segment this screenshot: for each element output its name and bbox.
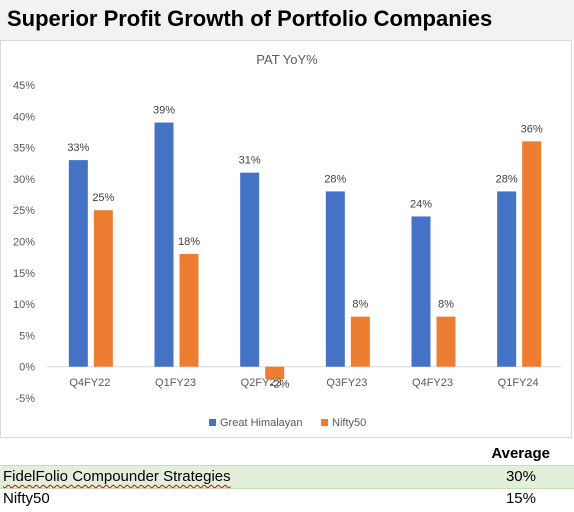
x-category-label: Q4FY22 bbox=[69, 377, 110, 389]
data-label: 18% bbox=[178, 236, 200, 248]
chart-frame: PAT YoY% 45% 40% 35% 30% 25% 20% 15% 10% 5% 0% -5%… bbox=[0, 40, 572, 438]
legend-label: Great Himalayan bbox=[220, 417, 303, 429]
data-label: 8% bbox=[438, 299, 454, 311]
great-himalayan-bar bbox=[497, 191, 517, 367]
summary-row-name: Nifty50 bbox=[3, 490, 50, 507]
summary-table: Average FidelFolio Compounder Strategies… bbox=[0, 443, 574, 512]
great-himalayan-bar bbox=[68, 160, 88, 367]
nifty50-bar bbox=[350, 316, 370, 367]
nifty50-bar bbox=[522, 141, 542, 367]
data-label: 28% bbox=[324, 173, 346, 185]
great-himalayan-bar bbox=[240, 172, 260, 367]
summary-row-name: FidelFolio Compounder Strategies bbox=[3, 468, 231, 485]
x-category-label: Q1FY24 bbox=[498, 377, 539, 389]
summary-row-name-text: FidelFolio Compounder Strategies bbox=[3, 468, 231, 485]
bars: 33% 25% 39% 18% 31% -2% 28% 8% 24% 8% 28% 36% bbox=[67, 105, 543, 391]
great-himalayan-bar bbox=[325, 191, 345, 367]
great-himalayan-bar bbox=[154, 122, 174, 367]
data-label: 25% bbox=[92, 192, 114, 204]
y-tick-label: 10% bbox=[13, 299, 35, 311]
data-label: 31% bbox=[239, 155, 261, 167]
y-tick-label: 45% bbox=[13, 80, 35, 92]
y-axis: 45% 40% 35% 30% 25% 20% 15% 10% 5% 0% -5% bbox=[13, 80, 35, 405]
data-label: 33% bbox=[67, 142, 89, 154]
great-himalayan-bar bbox=[411, 216, 431, 367]
y-tick-label: 20% bbox=[13, 237, 35, 249]
legend-swatch bbox=[209, 419, 216, 426]
nifty50-bar bbox=[265, 366, 285, 380]
y-tick-label: 15% bbox=[13, 268, 35, 280]
y-tick-label: 5% bbox=[19, 330, 35, 342]
summary-row-value: 30% bbox=[505, 468, 536, 485]
title-band: Superior Profit Growth of Portfolio Comp… bbox=[0, 0, 574, 40]
x-category-label: Q1FY23 bbox=[155, 377, 196, 389]
x-category-label: Q2FY23 bbox=[241, 377, 282, 389]
y-tick-label: 40% bbox=[13, 111, 35, 123]
data-label: 36% bbox=[521, 123, 543, 135]
summary-row: Nifty50 15% bbox=[0, 488, 574, 510]
summary-header-row: Average bbox=[0, 443, 574, 465]
data-label: 28% bbox=[496, 173, 518, 185]
chart-title: PAT YoY% bbox=[256, 52, 318, 67]
legend-label: Nifty50 bbox=[332, 417, 366, 429]
data-label: -2% bbox=[270, 379, 290, 391]
y-tick-label: 0% bbox=[19, 362, 35, 374]
nifty50-bar bbox=[436, 316, 456, 367]
legend-swatch bbox=[321, 419, 328, 426]
nifty50-bar bbox=[179, 254, 199, 367]
y-tick-label: 30% bbox=[13, 174, 35, 186]
summary-row: FidelFolio Compounder Strategies 30% bbox=[0, 465, 574, 489]
bar-chart: PAT YoY% 45% 40% 35% 30% 25% 20% 15% 10% 5% 0% -5%… bbox=[13, 52, 561, 429]
nifty50-bar bbox=[93, 210, 113, 367]
data-label: 8% bbox=[352, 299, 368, 311]
legend: Great Himalayan Nifty50 bbox=[209, 417, 366, 429]
y-tick-label: 35% bbox=[13, 143, 35, 155]
data-label: 39% bbox=[153, 105, 175, 117]
page-title: Superior Profit Growth of Portfolio Comp… bbox=[7, 6, 493, 31]
x-axis: Q4FY22 Q1FY23 Q2FY23 Q3FY23 Q4FY23 Q1FY24 bbox=[69, 377, 538, 389]
average-header: Average bbox=[491, 445, 550, 462]
y-tick-label: -5% bbox=[15, 393, 35, 405]
y-tick-label: 25% bbox=[13, 205, 35, 217]
x-category-label: Q3FY23 bbox=[326, 377, 367, 389]
summary-row-value: 15% bbox=[505, 490, 536, 507]
data-label: 24% bbox=[410, 198, 432, 210]
x-category-label: Q4FY23 bbox=[412, 377, 453, 389]
